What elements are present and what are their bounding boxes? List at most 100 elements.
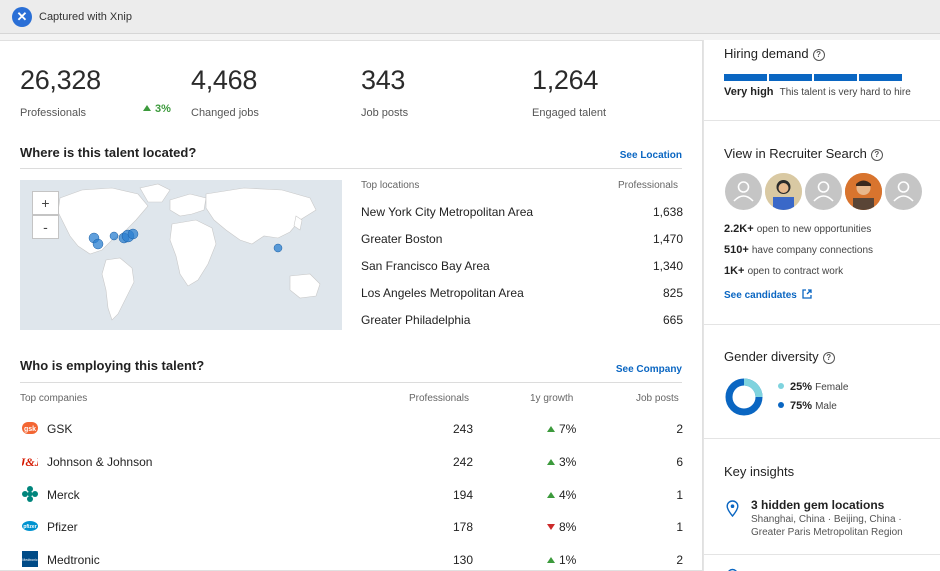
company-name: Merck — [47, 488, 80, 502]
company-name: Medtronic — [47, 553, 100, 567]
company-job-posts: 1 — [676, 488, 683, 502]
location-markers — [88, 228, 283, 253]
gender-donut-chart — [725, 378, 763, 416]
gsk-logo-icon: gsk — [22, 422, 38, 434]
arrow-up-icon — [547, 557, 555, 563]
see-company-link[interactable]: See Company — [615, 364, 682, 375]
recruiter-stat: 2.2K+ open to new opportunities — [724, 223, 872, 235]
zoom-out-button[interactable]: - — [32, 215, 59, 239]
divider — [704, 554, 940, 555]
hiring-demand-meter — [724, 74, 902, 81]
location-name: Greater Boston — [361, 232, 443, 246]
location-value: 1,638 — [652, 205, 683, 219]
demand-segment — [814, 74, 857, 81]
company-row[interactable]: pfizer Pfizer 178 8% 1 — [20, 517, 683, 537]
help-icon[interactable]: ? — [870, 149, 883, 161]
company-row[interactable]: Medtronic Medtronic 130 1% 2 — [20, 550, 683, 570]
arrow-up-icon — [547, 459, 555, 465]
location-pin-icon — [726, 500, 739, 517]
divider — [20, 168, 682, 169]
person-icon — [893, 181, 914, 202]
company-professionals: 194 — [452, 488, 473, 502]
hiring-demand-level: Very high This talent is very hard to hi… — [724, 86, 911, 98]
company-row[interactable]: Merck 194 4% 1 — [20, 485, 683, 505]
stat-professionals: 26,328 Professionals — [20, 65, 101, 119]
svg-text:Medtronic: Medtronic — [22, 558, 38, 562]
location-row[interactable]: Greater Boston 1,470 — [361, 232, 683, 246]
avatar[interactable] — [725, 173, 762, 210]
person-icon — [733, 181, 754, 202]
window-title: Captured with Xnip — [39, 10, 132, 23]
location-row[interactable]: San Francisco Bay Area 1,340 — [361, 259, 683, 273]
male-legend-dot — [778, 402, 784, 408]
insight-title[interactable]: 3 hidden gem locations — [751, 498, 885, 512]
profile-photo-icon — [765, 173, 802, 210]
avatar[interactable] — [885, 173, 922, 210]
arrow-up-icon — [143, 105, 151, 111]
location-map[interactable]: + - — [20, 180, 342, 330]
location-name: New York City Metropolitan Area — [361, 205, 534, 219]
location-professionals-header: Professionals — [618, 180, 679, 191]
company-row[interactable]: gsk GSK 243 7% 2 — [20, 419, 683, 439]
help-icon[interactable]: ? — [822, 352, 835, 364]
arrow-down-icon — [547, 524, 555, 530]
company-name: Johnson & Johnson — [47, 455, 153, 469]
location-row[interactable]: Los Angeles Metropolitan Area 825 — [361, 286, 683, 300]
recruiter-stat: 1K+ open to contract work — [724, 265, 844, 277]
company-professionals-header: Professionals — [409, 393, 470, 404]
svg-text:pfizer: pfizer — [23, 524, 36, 530]
demand-segment — [724, 74, 767, 81]
location-row[interactable]: New York City Metropolitan Area 1,638 — [361, 205, 683, 219]
company-professionals: 242 — [452, 455, 473, 469]
xnip-logo-icon: ✕ — [12, 6, 32, 27]
company-job-posts: 2 — [676, 553, 683, 567]
stat-value: 343 — [361, 65, 406, 95]
medtronic-logo-icon: Medtronic — [22, 551, 38, 567]
stat-value: 26,328 — [20, 65, 101, 95]
location-section-title: Where is this talent located? — [20, 145, 197, 160]
company-growth: 8% — [547, 520, 576, 534]
insights-sidebar: Hiring demand? Very high This talent is … — [703, 40, 940, 571]
location-value: 665 — [662, 313, 683, 327]
merck-logo-icon — [22, 486, 38, 502]
avatar[interactable] — [765, 173, 802, 210]
demand-segment — [859, 74, 902, 81]
company-job-posts: 6 — [676, 455, 683, 469]
professionals-growth: 3% — [143, 103, 171, 115]
location-value: 1,470 — [652, 232, 683, 246]
gender-male: 75% Male — [778, 400, 837, 412]
person-icon — [813, 181, 834, 202]
help-icon[interactable]: ? — [812, 49, 825, 61]
company-row[interactable]: J&J Johnson & Johnson 242 3% 6 — [20, 452, 683, 472]
insight-line-1: Shanghai, China · Beijing, China · — [751, 514, 902, 525]
demand-segment — [769, 74, 812, 81]
top-locations-header: Top locations — [361, 180, 420, 191]
company-job-posts: 2 — [676, 422, 683, 436]
see-candidates-link[interactable]: See candidates — [724, 289, 812, 301]
avatar[interactable] — [805, 173, 842, 210]
female-legend-dot — [778, 383, 784, 389]
location-row[interactable]: Greater Philadelphia 665 — [361, 313, 683, 327]
external-link-icon — [801, 289, 812, 299]
stat-engaged-talent: 1,264 Engaged talent — [532, 65, 606, 119]
insight-line-2: Greater Paris Metropolitan Region — [751, 527, 903, 538]
location-value: 825 — [662, 286, 683, 300]
companies-section-title: Who is employing this talent? — [20, 358, 205, 373]
marker-midwest — [109, 231, 119, 241]
recruiter-search-title: View in Recruiter Search? — [724, 146, 883, 161]
stat-label: Job posts — [361, 107, 409, 119]
stat-label: Engaged talent — [532, 107, 607, 119]
zoom-in-button[interactable]: + — [32, 191, 59, 215]
avatar[interactable] — [845, 173, 882, 210]
company-growth-header: 1y growth — [530, 393, 574, 404]
location-name: Greater Philadelphia — [361, 313, 471, 327]
profile-photo-icon — [845, 173, 882, 210]
see-location-link[interactable]: See Location — [619, 150, 682, 161]
company-growth: 7% — [547, 422, 576, 436]
divider — [704, 438, 940, 439]
key-insights-title: Key insights — [724, 464, 795, 479]
marker-los-angeles — [92, 238, 104, 250]
world-map-icon — [57, 183, 321, 321]
window-titlebar: ✕ Captured with Xnip — [0, 0, 940, 34]
arrow-up-icon — [547, 426, 555, 432]
